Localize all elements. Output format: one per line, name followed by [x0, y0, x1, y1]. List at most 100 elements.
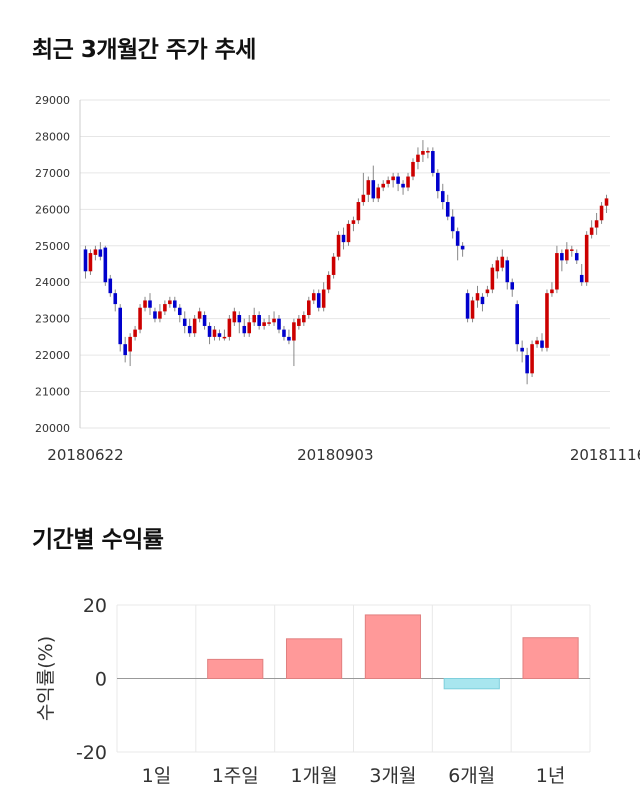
candle-body	[565, 249, 569, 261]
candle-body	[391, 176, 395, 181]
candle	[545, 289, 549, 352]
candle-body	[267, 322, 271, 324]
candle-y-tick-label: 29000	[35, 94, 70, 107]
candle-body	[584, 234, 589, 283]
candle	[455, 227, 460, 261]
candle	[525, 347, 529, 385]
candle-y-tick-label: 22000	[35, 349, 70, 362]
candle-body	[411, 161, 415, 177]
candle-body	[376, 187, 381, 199]
candle-body	[545, 293, 549, 348]
candle-body	[247, 322, 252, 334]
candle-body	[485, 289, 490, 294]
candle-body	[540, 340, 544, 348]
candle-x-tick-label: 20181116	[570, 446, 640, 464]
candle	[277, 315, 281, 334]
candle-body	[366, 180, 371, 195]
candle	[574, 249, 579, 264]
candle-body	[550, 289, 554, 294]
candle-body	[128, 336, 132, 352]
candle	[272, 311, 276, 326]
candle-body	[297, 318, 301, 326]
candle	[440, 183, 445, 210]
bar-y-tick-label: 0	[95, 669, 107, 691]
candle	[495, 256, 500, 279]
candle	[217, 329, 222, 341]
candle	[202, 311, 207, 330]
candle-body	[455, 231, 460, 246]
bar-y-tick-label: -20	[76, 742, 107, 764]
candle	[351, 216, 356, 232]
return-bar	[443, 678, 500, 690]
candle	[163, 300, 167, 316]
candle	[436, 169, 440, 199]
candle-grid	[79, 99, 610, 429]
candle-body	[440, 191, 445, 203]
candle	[470, 296, 475, 323]
candle-body	[282, 329, 286, 337]
candle	[148, 293, 152, 316]
candle	[540, 333, 544, 352]
candle	[530, 340, 534, 377]
returns-bar-chart: 20 0 -20 수익률(%) 1일 1주일 1개월 3개월 6개월 1년	[35, 595, 591, 787]
bar-x-axis: 1일 1주일 1개월 3개월 6개월 1년	[142, 765, 566, 787]
candle-body	[445, 202, 450, 217]
candle	[306, 296, 311, 319]
candle	[336, 231, 341, 261]
candle-body	[475, 293, 480, 301]
candle	[287, 329, 291, 345]
candle	[535, 336, 539, 348]
candle	[505, 256, 510, 290]
candle-body	[560, 253, 564, 261]
candle-marks	[83, 140, 609, 385]
candle	[153, 307, 157, 323]
candle	[515, 300, 519, 352]
candle-body	[465, 293, 470, 319]
candle-body	[103, 247, 108, 283]
candle-body	[262, 322, 266, 326]
candle-body	[336, 234, 341, 257]
bar-x-tick-label: 6개월	[448, 765, 495, 787]
candle	[133, 325, 137, 341]
candle-body	[569, 249, 574, 251]
candle	[108, 274, 113, 297]
candle-body	[525, 355, 529, 374]
candle-body	[331, 256, 336, 275]
candle	[143, 296, 147, 312]
candle	[158, 304, 162, 323]
bar-x-tick-label: 1년	[536, 765, 566, 787]
candle-body	[83, 249, 88, 272]
period-returns-title: 기간별 수익률	[32, 527, 164, 553]
candle-y-tick-label: 21000	[35, 386, 70, 399]
candle-body	[187, 325, 192, 334]
candle-body	[222, 336, 227, 339]
candle	[396, 172, 400, 192]
candle-y-tick-label: 24000	[35, 276, 70, 289]
candle	[371, 165, 376, 203]
candle	[550, 282, 554, 297]
candle	[555, 245, 559, 294]
candle	[197, 307, 202, 323]
candle	[465, 289, 470, 323]
bar-x-tick-label: 3개월	[369, 765, 416, 787]
bar-y-tick-label: 20	[83, 595, 107, 617]
candle	[500, 249, 505, 272]
candle-body	[118, 307, 123, 345]
candle-body	[361, 194, 366, 203]
return-bar	[207, 658, 264, 679]
candle-x-axis: 20180622 20180903 20181116	[47, 446, 640, 464]
bar-x-tick-label: 1일	[142, 765, 172, 787]
candle	[445, 194, 450, 221]
candle	[589, 220, 594, 239]
candle	[331, 253, 336, 279]
candle	[138, 304, 142, 334]
candle	[346, 220, 351, 246]
price-trend-title: 최근 3개월간 주가 추세	[32, 37, 256, 63]
candle-body	[302, 315, 306, 323]
candle	[565, 242, 569, 264]
candle-body	[416, 154, 420, 162]
candle	[480, 293, 485, 312]
candle	[292, 318, 296, 367]
candle-body	[371, 180, 376, 199]
candle-x-tick-label: 20180622	[47, 446, 123, 464]
